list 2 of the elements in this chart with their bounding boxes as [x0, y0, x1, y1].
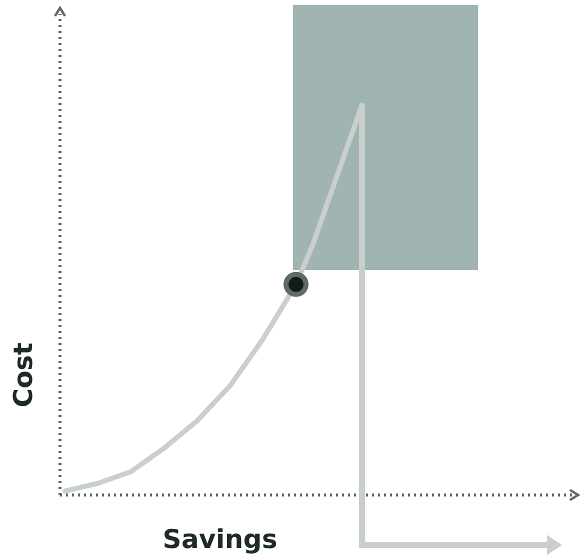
y-axis-title: Cost: [9, 342, 39, 408]
x-axis-title: Savings: [162, 525, 278, 555]
